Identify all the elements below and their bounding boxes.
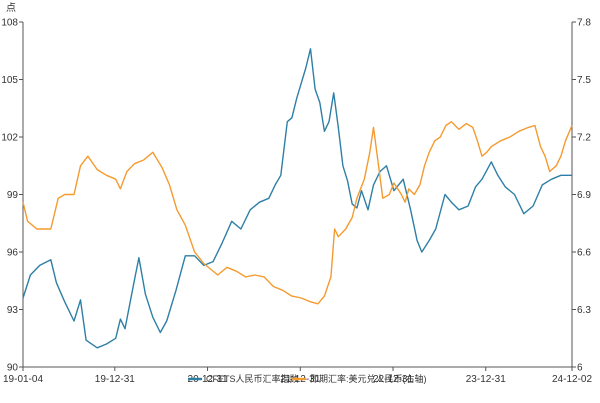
right-tick-label: 7.2	[577, 133, 591, 144]
left-tick-label: 96	[7, 248, 19, 259]
right-tick-label: 7.5	[577, 75, 591, 86]
right-tick-label: 6.9	[577, 190, 591, 201]
x-tick-label: 20-12-31	[188, 374, 228, 385]
series-line-usdcny	[22, 121, 573, 305]
right-tick-label: 6	[577, 363, 583, 374]
series-lines	[22, 48, 573, 349]
left-axis-unit: 点	[6, 2, 16, 14]
tick-labels: 90 93 96 99 102 105 108 6 6.3 6.6 6.9 7.2 7.5 7.8 19-0…	[1, 18, 592, 386]
right-tick-label: 6.6	[577, 248, 591, 259]
left-tick-label: 102	[1, 133, 18, 144]
left-tick-label: 105	[1, 75, 18, 86]
right-tick-label: 7.8	[577, 18, 591, 29]
left-tick-label: 108	[1, 18, 18, 29]
left-tick-label: 93	[7, 305, 19, 316]
series-line-cfets	[22, 48, 572, 349]
x-tick-label: 22-12-31	[373, 374, 413, 385]
x-tick-label: 23-12-31	[466, 374, 506, 385]
left-tick-label: 99	[7, 190, 19, 201]
legend-label-usdcny: 即期汇率:美元兑人民币(右轴)	[310, 373, 427, 384]
right-tick-label: 6.3	[577, 305, 591, 316]
legend-label-cfets: CFETS人民币汇率指数	[206, 373, 299, 384]
x-tick-label: 24-12-02	[552, 374, 592, 385]
x-tick-label: 19-12-31	[95, 374, 135, 385]
axes	[22, 22, 573, 368]
left-tick-label: 90	[7, 363, 19, 374]
x-tick-label: 19-01-04	[3, 374, 43, 385]
legend: CFETS人民币汇率指数 即期汇率:美元兑人民币(右轴)	[188, 373, 427, 384]
